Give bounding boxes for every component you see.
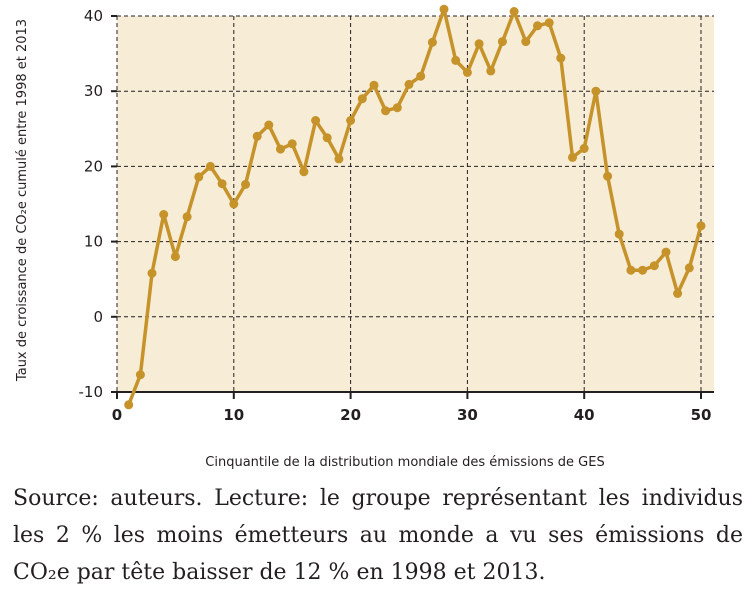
data-point bbox=[614, 229, 624, 239]
gridlines bbox=[117, 15, 714, 392]
data-point bbox=[241, 179, 250, 189]
y-tick-label: 40 bbox=[84, 7, 103, 25]
data-point bbox=[311, 116, 321, 125]
x-tick-label: 20 bbox=[340, 406, 361, 424]
y-tick-labels: -10 0 10 20 30 40 bbox=[79, 7, 104, 401]
data-point bbox=[322, 133, 332, 143]
data-point bbox=[661, 247, 671, 257]
data-point bbox=[217, 179, 227, 189]
data-point bbox=[170, 252, 180, 262]
data-point bbox=[486, 66, 496, 76]
y-axis-title: Taux de croissance de CO₂e cumulé entre … bbox=[15, 19, 30, 382]
data-point bbox=[497, 37, 507, 47]
data-point bbox=[369, 80, 379, 90]
axes bbox=[111, 15, 714, 399]
y-tick-label: 0 bbox=[93, 308, 103, 326]
data-point bbox=[603, 171, 613, 181]
line-chart: -10 0 10 20 30 40 0 10 20 30 40 50 Cinquantile de … bbox=[15, 4, 714, 470]
data-point bbox=[135, 370, 145, 380]
x-tick-label: 0 bbox=[112, 406, 122, 424]
data-point bbox=[696, 221, 706, 231]
x-tick-label: 50 bbox=[691, 406, 712, 424]
data-point bbox=[638, 265, 648, 275]
data-point bbox=[556, 53, 566, 63]
data-point bbox=[264, 120, 274, 130]
data-point bbox=[509, 7, 519, 16]
data-point bbox=[381, 106, 391, 116]
x-tick-label: 40 bbox=[574, 406, 595, 424]
data-point bbox=[252, 131, 262, 141]
data-point bbox=[346, 116, 356, 125]
data-point bbox=[229, 199, 239, 209]
data-point bbox=[404, 79, 414, 89]
data-point bbox=[568, 152, 577, 162]
data-point bbox=[673, 289, 683, 298]
y-tick-label: 10 bbox=[84, 233, 103, 251]
data-point bbox=[334, 154, 344, 164]
data-point bbox=[299, 167, 309, 177]
data-point bbox=[439, 4, 449, 14]
figure-caption: Source: auteurs. Lecture: le groupe repr… bbox=[13, 486, 743, 585]
data-points bbox=[124, 4, 706, 410]
data-point bbox=[626, 265, 636, 275]
data-point bbox=[124, 400, 134, 410]
data-point bbox=[159, 210, 169, 219]
data-point bbox=[357, 94, 367, 104]
data-point bbox=[521, 37, 531, 47]
data-point bbox=[147, 268, 157, 278]
x-tick-labels: 0 10 20 30 40 50 bbox=[112, 406, 712, 424]
data-point bbox=[684, 263, 694, 273]
data-point bbox=[194, 172, 204, 182]
data-point bbox=[205, 161, 215, 171]
y-tick-label: 30 bbox=[84, 82, 103, 100]
data-point bbox=[182, 212, 192, 222]
data-point bbox=[276, 144, 285, 154]
data-point bbox=[392, 103, 402, 113]
data-point bbox=[462, 67, 472, 77]
data-point bbox=[287, 139, 297, 149]
data-point bbox=[591, 86, 601, 96]
data-point bbox=[533, 21, 542, 31]
data-point bbox=[427, 37, 437, 47]
data-point bbox=[649, 261, 659, 271]
y-tick-label: 20 bbox=[84, 157, 103, 175]
data-point bbox=[579, 143, 589, 153]
y-tick-label: -10 bbox=[79, 383, 104, 401]
data-point bbox=[416, 71, 426, 81]
x-axis-title: Cinquantile de la distribution mondiale … bbox=[205, 455, 604, 470]
data-point bbox=[474, 39, 484, 49]
data-point bbox=[544, 18, 554, 28]
x-tick-label: 10 bbox=[223, 406, 244, 424]
x-tick-label: 30 bbox=[457, 406, 478, 424]
plot-background bbox=[117, 16, 714, 392]
data-point bbox=[451, 55, 461, 65]
